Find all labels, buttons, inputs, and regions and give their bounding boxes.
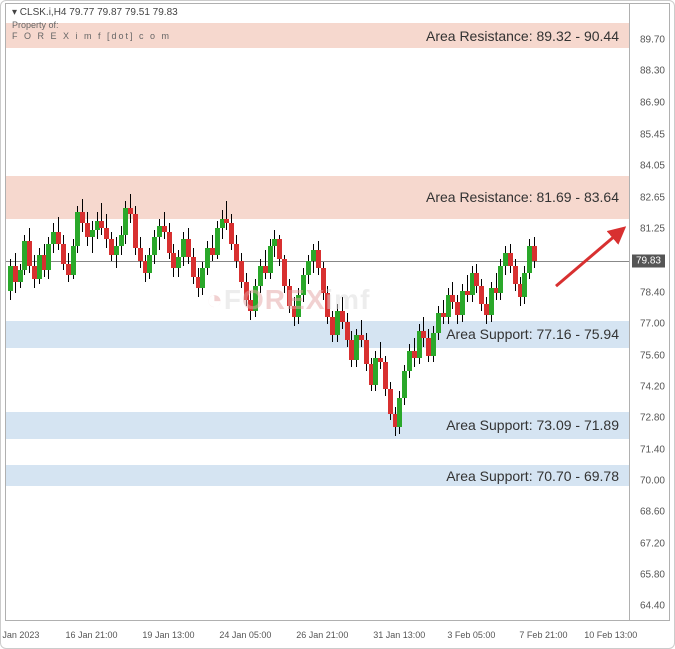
y-axis: 89.70 88.30 86.90 85.45 84.05 82.65 81.25 78.40… <box>628 3 670 621</box>
x-tick-label: 26 Jan 21:00 <box>296 630 348 640</box>
current-price-badge: 79.83 <box>632 254 665 267</box>
x-tick-label: 12 Jan 2023 <box>0 630 39 640</box>
x-axis: 12 Jan 202316 Jan 21:0019 Jan 13:0024 Ja… <box>5 622 630 642</box>
y-tick-label: 77.00 <box>640 319 665 330</box>
x-tick-label: 31 Jan 13:00 <box>373 630 425 640</box>
y-tick-label: 84.05 <box>640 161 665 172</box>
chart-container: ▾ CLSK.i,H4 79.77 79.87 79.51 79.83 Prop… <box>0 0 675 649</box>
x-tick-label: 10 Feb 13:00 <box>584 630 637 640</box>
x-tick-label: 24 Jan 05:00 <box>219 630 271 640</box>
y-tick-label: 68.60 <box>640 507 665 518</box>
y-tick-label: 82.65 <box>640 192 665 203</box>
y-tick-label: 86.90 <box>640 97 665 108</box>
x-tick-label: 7 Feb 21:00 <box>519 630 567 640</box>
property-line-1: Property of: <box>12 20 59 30</box>
y-tick-label: 88.30 <box>640 66 665 77</box>
y-tick-label: 78.40 <box>640 287 665 298</box>
y-tick-label: 72.80 <box>640 413 665 424</box>
y-tick-label: 64.40 <box>640 601 665 612</box>
chart-plot-area: ▾ CLSK.i,H4 79.77 79.87 79.51 79.83 Prop… <box>5 3 630 621</box>
y-tick-label: 81.25 <box>640 224 665 235</box>
y-tick-label: 71.40 <box>640 444 665 455</box>
y-tick-label: 89.70 <box>640 34 665 45</box>
y-tick-label: 65.80 <box>640 569 665 580</box>
y-tick-label: 70.00 <box>640 475 665 486</box>
ticker-label: ▾ CLSK.i,H4 79.77 79.87 79.51 79.83 <box>12 7 178 18</box>
property-line-2: F O R E X i m f [dot] c o m <box>12 31 171 41</box>
x-tick-label: 3 Feb 05:00 <box>447 630 495 640</box>
y-tick-label: 75.60 <box>640 350 665 361</box>
y-tick-label: 74.20 <box>640 381 665 392</box>
x-tick-label: 16 Jan 21:00 <box>66 630 118 640</box>
y-tick-label: 67.20 <box>640 538 665 549</box>
y-tick-label: 85.45 <box>640 129 665 140</box>
x-tick-label: 19 Jan 13:00 <box>142 630 194 640</box>
trend-arrow-icon <box>6 4 631 622</box>
